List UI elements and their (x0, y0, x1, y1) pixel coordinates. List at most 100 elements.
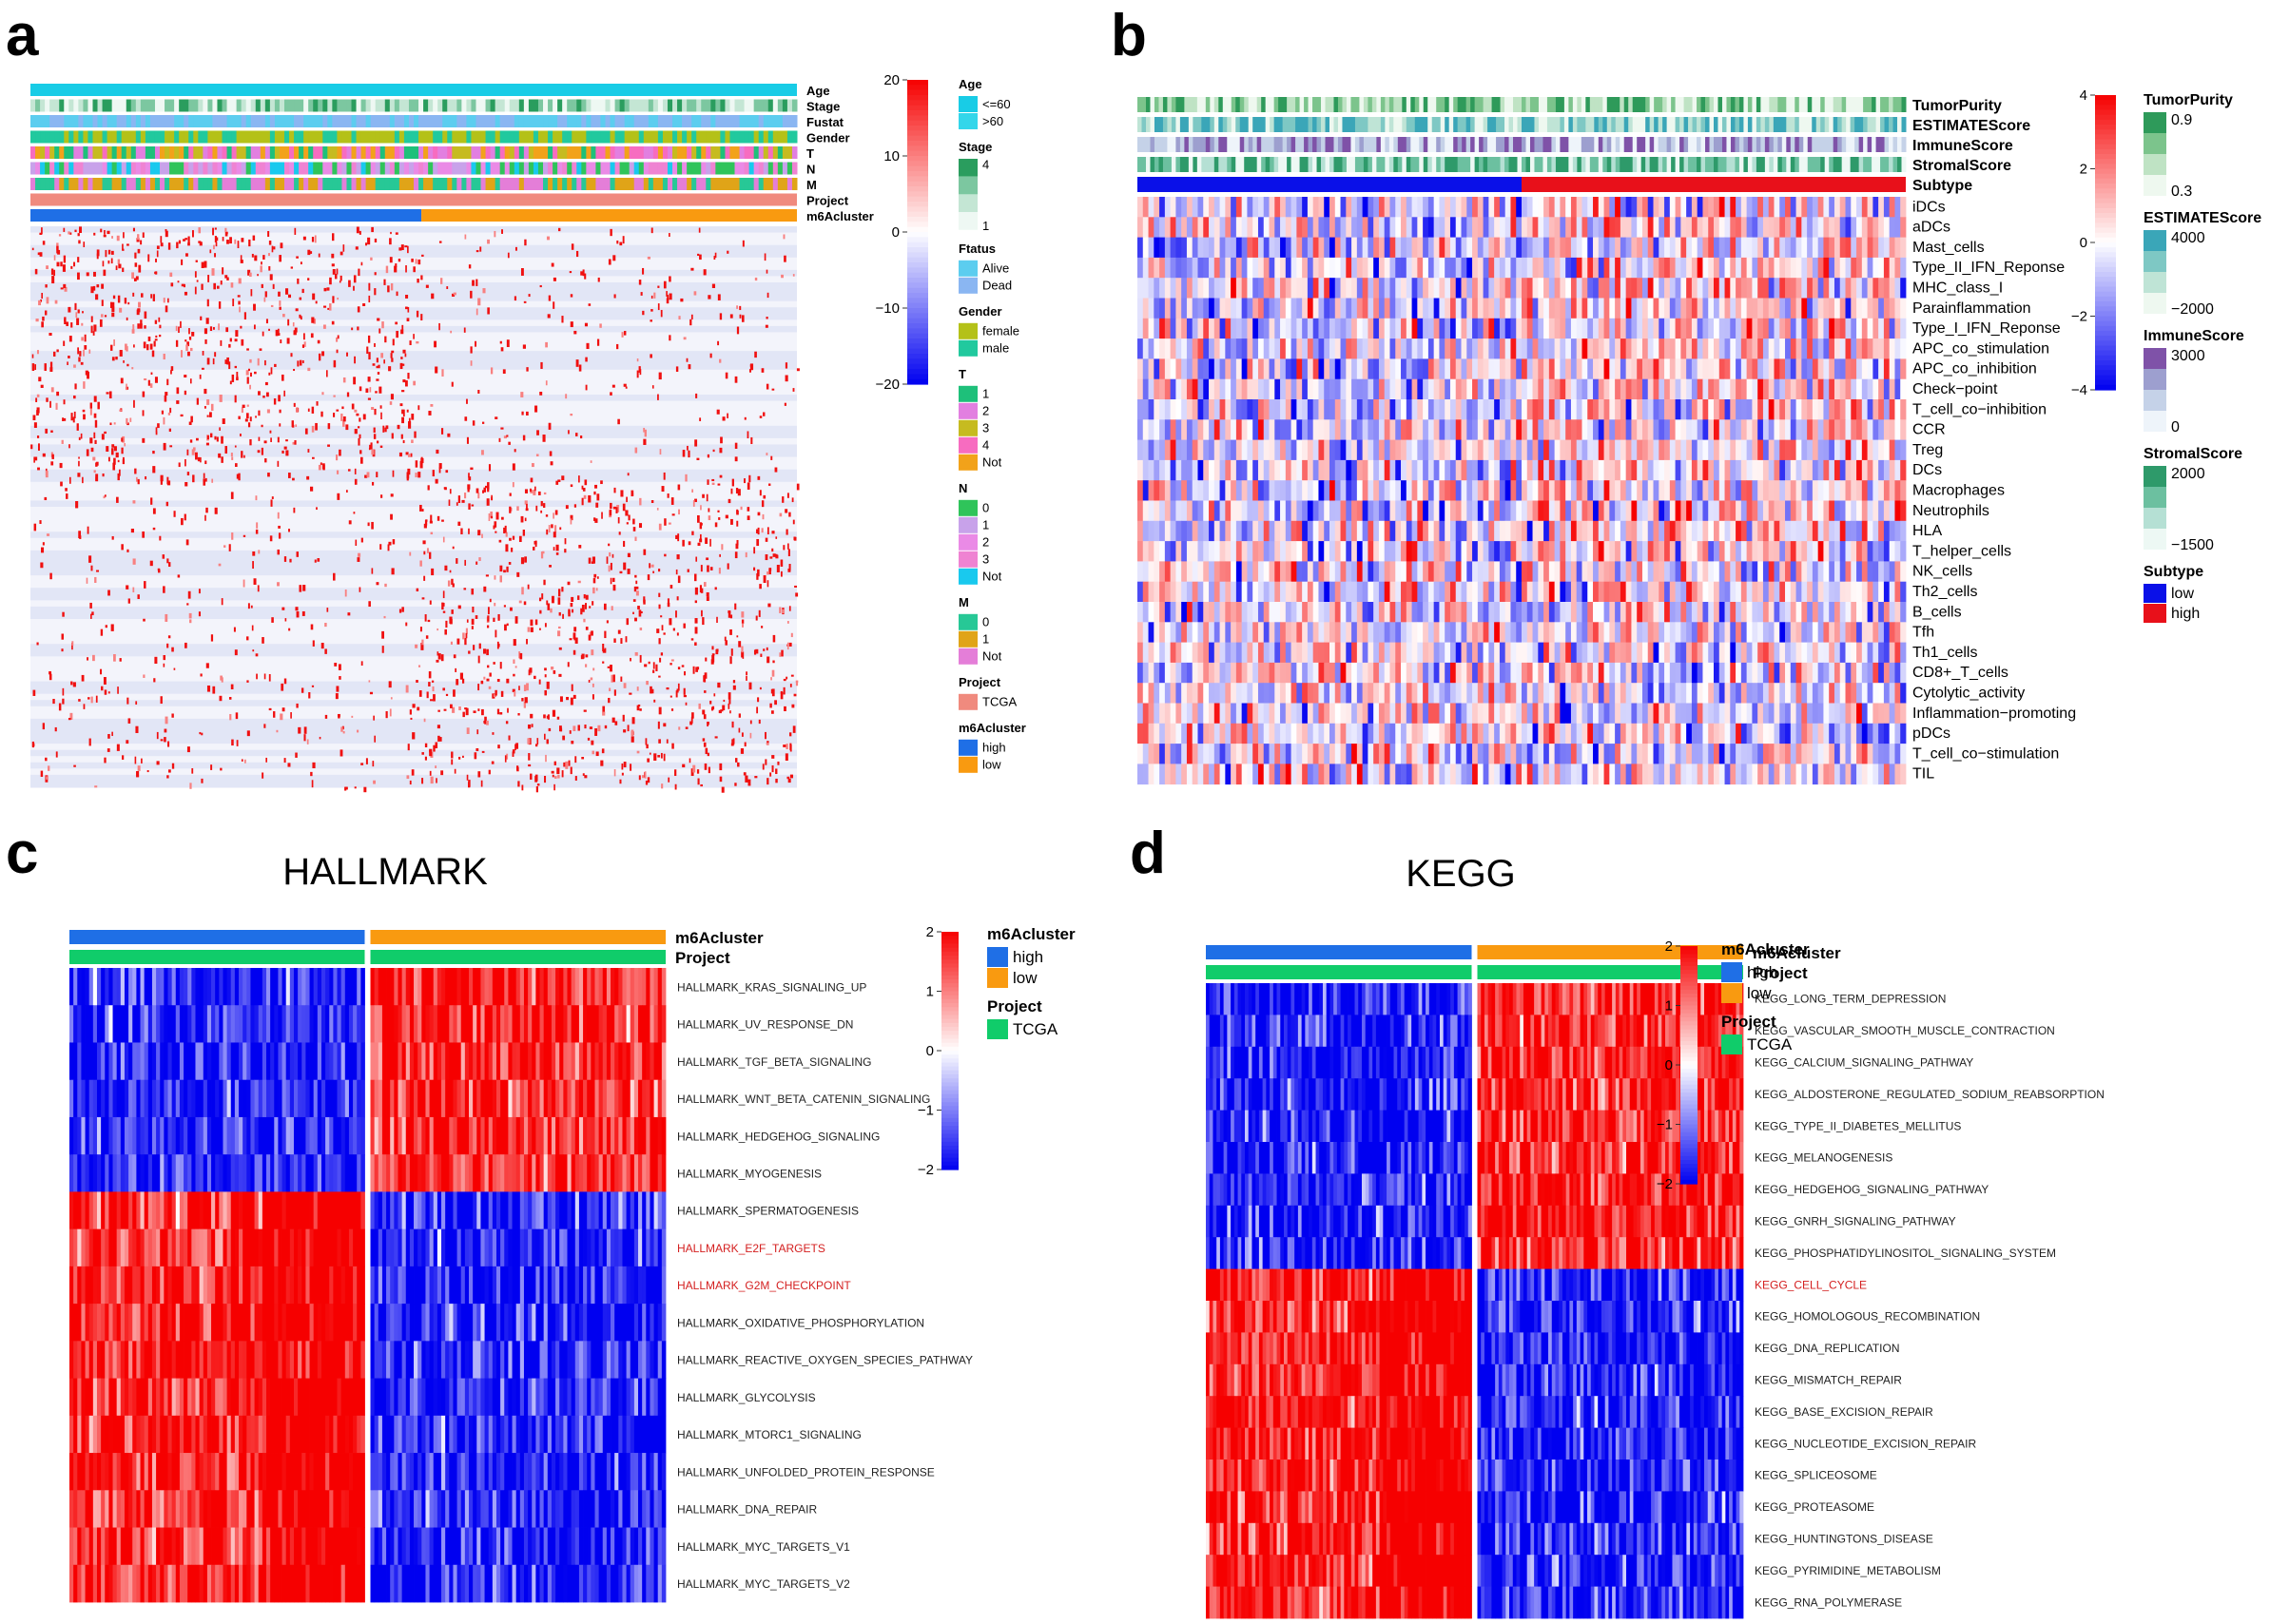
a-heatmap-cell (311, 685, 315, 687)
a-heatmap-cell (331, 320, 335, 325)
b-track-immunescore-cell (1175, 137, 1181, 152)
a-heatmap-cell (283, 758, 286, 764)
a-track-m-cell (121, 178, 127, 190)
b-heatmap-cell (1538, 217, 1544, 238)
a-heatmap-cell (789, 684, 792, 687)
a-track-m-cell (169, 178, 175, 190)
a-heatmap-row (30, 239, 797, 246)
a-heatmap-cell (534, 776, 538, 783)
a-heatmap-cell (50, 268, 54, 276)
a-heatmap-cell (659, 657, 662, 663)
a-heatmap-row (30, 649, 797, 657)
a-track-stage-cell (236, 99, 243, 112)
b-track-immunescore-cell (1875, 137, 1881, 152)
a-heatmap-cell (216, 237, 219, 242)
a-heatmap-cell (30, 444, 33, 450)
a-heatmap-cell (429, 749, 431, 753)
a-heatmap-cell (668, 777, 670, 783)
panel-letter-b: b (1111, 3, 1147, 68)
a-heatmap-cell (230, 282, 234, 288)
b-track-immunescore-cell (1747, 137, 1753, 152)
b-heatmap-cell (1900, 217, 1907, 238)
a-legend-age-label: <=60 (982, 97, 1011, 111)
a-heatmap-cell (592, 601, 594, 606)
a-heatmap-cell (666, 686, 669, 690)
b-heatmap-cell (1373, 278, 1380, 299)
a-heatmap-cell (530, 773, 533, 780)
b-track-stromalscore-cell (1483, 157, 1488, 172)
a-track-m-cell (748, 178, 755, 190)
b-track-estimatescore-cell (1513, 117, 1519, 132)
a-heatmap-cell (490, 367, 494, 375)
b-heatmap-cell (1768, 257, 1775, 279)
a-heatmap-cell (790, 674, 794, 677)
b-track-estimatescore-cell (1700, 117, 1706, 132)
a-track-label-gender: Gender (806, 131, 850, 145)
b-track-tumorpurity-cell (1683, 97, 1689, 112)
b-heatmap-cell (1548, 257, 1556, 279)
b-heatmap-cell (1532, 237, 1539, 259)
a-heatmap-cell (176, 387, 180, 395)
a-track-n-cell (49, 162, 55, 175)
a-heatmap-cell (143, 674, 146, 678)
b-heatmap-cell (1439, 237, 1445, 259)
a-heatmap-cell (320, 411, 323, 417)
a-track-t-cell (73, 146, 79, 159)
b-track-stromalscore-cell (1393, 157, 1399, 172)
b-heatmap-cell (1697, 278, 1703, 299)
a-heatmap-cell (244, 759, 246, 764)
a-heatmap-cell (771, 531, 775, 534)
a-heatmap-cell (370, 257, 373, 261)
b-heatmap-cell (1883, 237, 1891, 259)
a-heatmap-cell (505, 721, 509, 725)
a-heatmap-cell (544, 733, 546, 740)
b-heatmap-cell (1845, 197, 1852, 218)
b-heatmap-cell (1274, 217, 1281, 238)
b-heatmap-cell (1164, 257, 1172, 279)
a-heatmap-cell (391, 350, 395, 354)
a-heatmap-cell (49, 671, 52, 675)
b-heatmap-cell (1702, 217, 1709, 238)
b-heatmap-cell (1192, 217, 1198, 238)
b-heatmap-cell (1466, 237, 1473, 259)
a-track-m-cell (495, 178, 501, 190)
b-heatmap-cell (1257, 278, 1265, 299)
a-heatmap-cell (561, 316, 564, 323)
b-track-estimatescore-cell (1440, 117, 1445, 132)
a-heatmap-cell (460, 528, 463, 534)
a-track-m-cell (715, 178, 721, 190)
b-track-immunescore-cell (1290, 137, 1296, 152)
a-track-m-cell (706, 178, 711, 190)
a-heatmap-cell (599, 323, 602, 328)
a-heatmap-cell (262, 331, 264, 337)
b-track-estimatescore-cell (1410, 117, 1416, 132)
a-track-stage-cell (557, 99, 563, 112)
b-track-estimatescore-cell (1270, 117, 1275, 132)
b-heatmap-cell (1894, 237, 1901, 259)
a-heatmap-cell (462, 755, 464, 758)
a-track-fustat-cell (121, 115, 127, 127)
a-heatmap-cell (142, 232, 145, 238)
a-heatmap-cell (374, 408, 377, 416)
b-heatmap-cell (1401, 197, 1407, 218)
a-heatmap-cell (639, 627, 643, 631)
a-heatmap-cell (477, 655, 480, 664)
a-heatmap-cell (494, 575, 496, 580)
a-heatmap-cell (441, 369, 444, 377)
b-heatmap-cell (1659, 278, 1665, 299)
a-track-t-cell (423, 146, 429, 159)
a-heatmap-cell (656, 628, 660, 633)
a-heatmap-cell (669, 663, 672, 666)
a-heatmap-cell (376, 472, 378, 478)
a-heatmap-cell (552, 774, 554, 778)
a-heatmap-cell (152, 527, 156, 531)
b-track-estimatescore-cell (1453, 117, 1459, 132)
b-heatmap-cell (1329, 217, 1336, 238)
a-heatmap-cell (154, 319, 158, 324)
a-track-stage-cell (193, 99, 199, 112)
a-track-gender-cell (734, 130, 741, 144)
a-heatmap-cell (235, 330, 239, 338)
a-track-t-cell (116, 146, 123, 159)
b-track-immunescore-cell (1546, 137, 1552, 152)
b-track-tumorpurity-cell (1560, 97, 1565, 112)
